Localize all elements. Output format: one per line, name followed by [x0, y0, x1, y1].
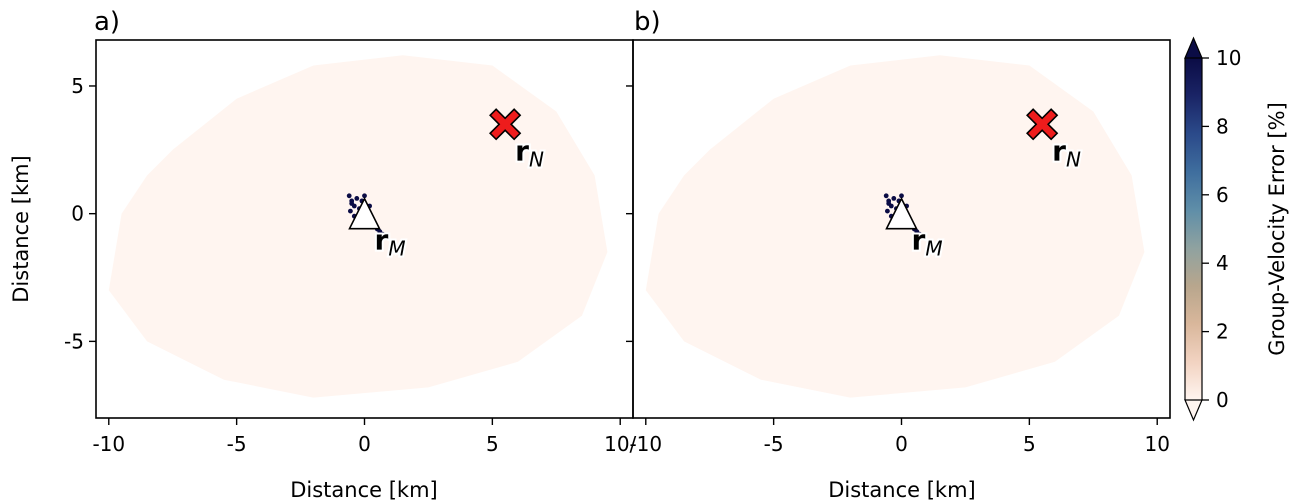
x-tick-label: -5	[227, 432, 247, 456]
x-tick-label: -10	[629, 432, 662, 456]
colorbar-extend-max	[1184, 36, 1203, 59]
marker-label: rN	[1052, 134, 1081, 171]
receiver-triangle-marker	[348, 196, 381, 230]
colorbar-label: Group-Velocity Error [%]	[1265, 102, 1289, 356]
marker-label: rM	[375, 224, 406, 261]
high-error-point	[362, 193, 367, 199]
y-tick-label: 0	[71, 202, 84, 226]
high-error-point	[346, 193, 352, 199]
colorbar-tick-label: 8	[1216, 114, 1229, 138]
x-tick-label: -5	[764, 432, 784, 456]
colorbar: 0 2 4 6 8 10 Group-Velocity Error [%]	[1184, 36, 1289, 422]
marker-label-main: r	[1052, 134, 1066, 167]
colorbar-ticks: 0 2 4 6 8 10	[1202, 46, 1241, 412]
marker-label-subscript: M	[925, 237, 942, 261]
marker-label-subscript: N	[529, 147, 544, 171]
high-error-point	[348, 208, 353, 214]
source-x-marker	[489, 108, 522, 141]
marker-label-main: r	[515, 134, 529, 167]
y-tick-label: 5	[71, 74, 84, 98]
colorbar-body	[1185, 58, 1202, 400]
x-tick-label: 5	[486, 432, 499, 456]
x-tick-label: 10	[1144, 432, 1169, 456]
high-error-point	[354, 196, 360, 201]
x-tick-label: 10/	[604, 432, 636, 456]
high-error-point	[917, 231, 922, 237]
panel-b-label: b)	[634, 7, 661, 37]
colorbar-tick-label: 6	[1216, 183, 1229, 207]
x-tick-label: 0	[358, 432, 371, 456]
high-error-point	[380, 231, 385, 237]
x-tick-label: -10	[92, 432, 125, 456]
marker-label: rN	[515, 134, 544, 171]
panel-a-ylabel: Distance [km]	[9, 155, 33, 303]
y-tick-label: -5	[64, 329, 84, 353]
colorbar-tick-label: 2	[1216, 320, 1229, 344]
high-error-point	[885, 208, 890, 214]
marker-label-subscript: N	[1066, 147, 1081, 171]
colorbar-extend-min	[1184, 399, 1203, 422]
high-error-point	[349, 201, 355, 206]
marker-label-subscript: M	[388, 237, 405, 261]
panel-b-xlabel: Distance [km]	[828, 478, 976, 502]
marker-label: rM	[912, 224, 943, 261]
high-error-point	[891, 196, 897, 201]
high-error-point	[886, 201, 892, 206]
high-error-point	[899, 193, 904, 199]
high-error-point	[883, 193, 889, 199]
panel-b-ticks: -10 -5 0 5 10	[626, 85, 1170, 456]
colorbar-tick-label: 0	[1216, 388, 1229, 412]
x-tick-label: 0	[895, 432, 908, 456]
marker-label-main: r	[912, 224, 926, 257]
colorbar-tick-label: 10	[1216, 46, 1241, 70]
x-tick-label: 5	[1023, 432, 1036, 456]
colorbar-tick-label: 4	[1216, 251, 1229, 275]
source-x-marker	[1026, 108, 1059, 141]
panel-a-ticks: -10 -5 0 5 10/5 0 -5	[64, 74, 637, 456]
panel-a-label: a)	[94, 7, 120, 37]
receiver-triangle-marker	[885, 196, 918, 230]
panel-a-xlabel: Distance [km]	[290, 478, 438, 502]
marker-label-main: r	[375, 224, 389, 257]
